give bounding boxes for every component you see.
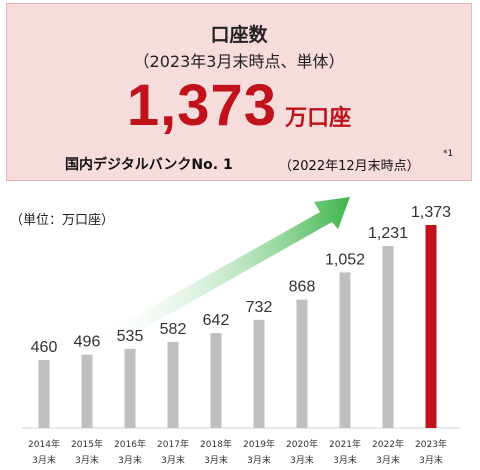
tick-label-0-1: 3月末 <box>32 454 56 466</box>
hero-footnote-mark: *1 <box>443 149 454 159</box>
bar-1 <box>81 354 93 428</box>
value-label-7: 1,052 <box>325 251 365 268</box>
tick-label-7-1: 3月末 <box>333 454 357 466</box>
value-label-0: 460 <box>31 339 58 356</box>
hero-figure: 1,373 万口座 <box>7 72 471 139</box>
tick-label-5-0: 2019年 <box>243 438 275 450</box>
bar-7 <box>339 272 351 428</box>
bar-0 <box>38 359 50 428</box>
hero-rank: 国内デジタルバンクNo. 1 <box>65 157 233 173</box>
bar-3 <box>167 341 179 428</box>
tick-label-1-0: 2015年 <box>71 438 103 450</box>
hero-rank-date: （2022年12月末時点） <box>279 159 420 174</box>
tick-label-8-0: 2022年 <box>372 438 404 450</box>
tick-labels-group: 2014年 3月末 2015年 3月末 2016年 3月末 2017年 3月末 2018年 3月末… <box>28 438 447 466</box>
bar-9 <box>425 225 437 428</box>
bar-4 <box>210 333 222 428</box>
value-label-3: 582 <box>160 321 187 338</box>
bar-6 <box>296 299 308 428</box>
tick-label-8-1: 3月末 <box>376 454 400 466</box>
tick-label-5-1: 3月末 <box>247 454 271 466</box>
tick-label-3-0: 2017年 <box>157 438 189 450</box>
hero-value: 1,373 <box>126 73 278 138</box>
value-label-2: 535 <box>117 328 144 345</box>
bar-5 <box>253 319 265 428</box>
tick-label-9-1: 3月末 <box>419 454 443 466</box>
value-label-8: 1,231 <box>368 225 408 242</box>
hero-title: 口座数 <box>210 24 268 46</box>
tick-label-6-1: 3月末 <box>290 454 314 466</box>
tick-label-2-0: 2016年 <box>114 438 146 450</box>
unit-label: （単位：万口座） <box>10 213 115 228</box>
tick-label-6-0: 2020年 <box>286 438 318 450</box>
tick-label-9-0: 2023年 <box>415 438 447 450</box>
tick-label-2-1: 3月末 <box>118 454 142 466</box>
value-label-4: 642 <box>203 312 230 329</box>
tick-label-0-0: 2014年 <box>28 438 60 450</box>
tick-label-4-0: 2018年 <box>200 438 232 450</box>
value-label-6: 868 <box>289 279 316 296</box>
bar-2 <box>124 348 136 428</box>
value-label-1: 496 <box>74 334 101 351</box>
value-label-5: 732 <box>246 299 273 316</box>
trend-arrow <box>100 197 350 346</box>
bars-group <box>38 225 437 428</box>
value-label-9: 1,373 <box>411 204 451 221</box>
hero-subtitle: （2023年3月末時点、単体） <box>133 52 345 71</box>
hero-panel: 口座数 （2023年3月末時点、単体） 1,373 万口座 国内デジタルバンクNo… <box>6 3 472 181</box>
tick-label-3-1: 3月末 <box>161 454 185 466</box>
tick-label-7-0: 2021年 <box>329 438 361 450</box>
tick-label-1-1: 3月末 <box>75 454 99 466</box>
hero-unit: 万口座 <box>285 106 352 131</box>
tick-label-4-1: 3月末 <box>204 454 228 466</box>
bar-8 <box>382 245 394 428</box>
